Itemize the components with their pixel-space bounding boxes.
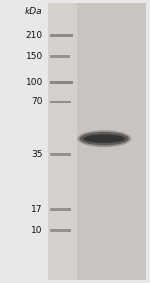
FancyBboxPatch shape: [50, 34, 73, 37]
Text: 100: 100: [26, 78, 43, 87]
FancyBboxPatch shape: [76, 3, 146, 280]
FancyBboxPatch shape: [50, 80, 73, 84]
Text: 17: 17: [31, 205, 43, 214]
FancyBboxPatch shape: [50, 229, 71, 232]
FancyBboxPatch shape: [50, 55, 70, 58]
Text: 10: 10: [31, 226, 43, 235]
Ellipse shape: [80, 132, 129, 145]
Text: kDa: kDa: [25, 7, 43, 16]
Text: 210: 210: [26, 31, 43, 40]
Text: 35: 35: [31, 150, 43, 159]
Ellipse shape: [83, 134, 125, 143]
FancyBboxPatch shape: [50, 100, 71, 103]
FancyBboxPatch shape: [50, 153, 71, 156]
FancyBboxPatch shape: [48, 3, 76, 280]
Text: 150: 150: [26, 52, 43, 61]
Text: 70: 70: [31, 97, 43, 106]
FancyBboxPatch shape: [50, 208, 71, 211]
Ellipse shape: [77, 130, 131, 147]
